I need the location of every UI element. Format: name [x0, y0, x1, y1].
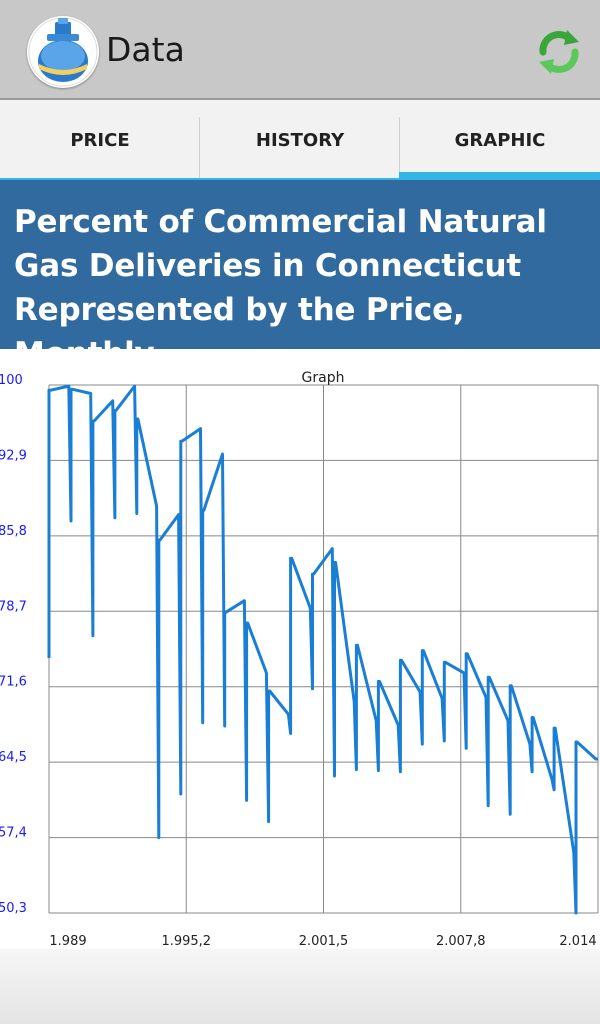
chart-grid [48, 384, 599, 914]
y-tick-label: 57,4 [0, 826, 27, 841]
y-tick-label: 71,6 [0, 675, 27, 690]
x-tick-label: 2.014 [559, 934, 596, 949]
tab-price-label: PRICE [70, 130, 130, 151]
y-tick-label: 64,5 [0, 750, 27, 765]
tab-price[interactable]: PRICE [0, 113, 200, 181]
y-tick-label: 92,9 [0, 448, 27, 463]
action-bar: Data [0, 0, 600, 100]
bottom-area [0, 949, 600, 1024]
tab-divider [399, 117, 400, 179]
chart-title: Graph [302, 370, 345, 386]
tab-history[interactable]: HISTORY [200, 113, 400, 181]
refresh-arrows-icon[interactable] [533, 26, 585, 78]
y-tick-label: 100 [0, 373, 23, 388]
line-chart: Graph 100 92,9 85,8 78,7 71,6 64,5 57,4 50,3 1.… [0, 370, 599, 949]
tab-graphic[interactable]: GRAPHIC [400, 113, 600, 181]
series-group [47, 384, 598, 915]
tab-bar: PRICE HISTORY GRAPHIC [0, 113, 600, 181]
tab-graphic-label: GRAPHIC [454, 130, 546, 151]
gas-cylinder-icon[interactable] [27, 16, 99, 88]
x-tick-label: 2.007,8 [436, 934, 486, 949]
x-axis-ticks: 1.989 1.995,2 2.001,5 2.007,8 2.014 [49, 934, 596, 949]
x-tick-label: 1.995,2 [161, 934, 211, 949]
y-tick-label: 50,3 [0, 901, 27, 916]
app-title: Data [106, 30, 185, 69]
x-tick-label: 2.001,5 [299, 934, 349, 949]
series-line [47, 384, 598, 915]
y-tick-label: 85,8 [0, 524, 27, 539]
chart-banner: Percent of Commercial Natural Gas Delive… [0, 180, 600, 372]
chart-area: Graph 100 92,9 85,8 78,7 71,6 64,5 57,4 50,3 1.… [0, 349, 600, 949]
tab-underline [0, 178, 600, 181]
tab-divider [199, 117, 200, 179]
y-tick-label: 78,7 [0, 599, 27, 614]
tab-history-label: HISTORY [255, 130, 345, 151]
y-axis-ticks: 100 92,9 85,8 78,7 71,6 64,5 57,4 50,3 [0, 373, 27, 916]
x-tick-label: 1.989 [49, 934, 86, 949]
tab-active-indicator [399, 172, 600, 181]
